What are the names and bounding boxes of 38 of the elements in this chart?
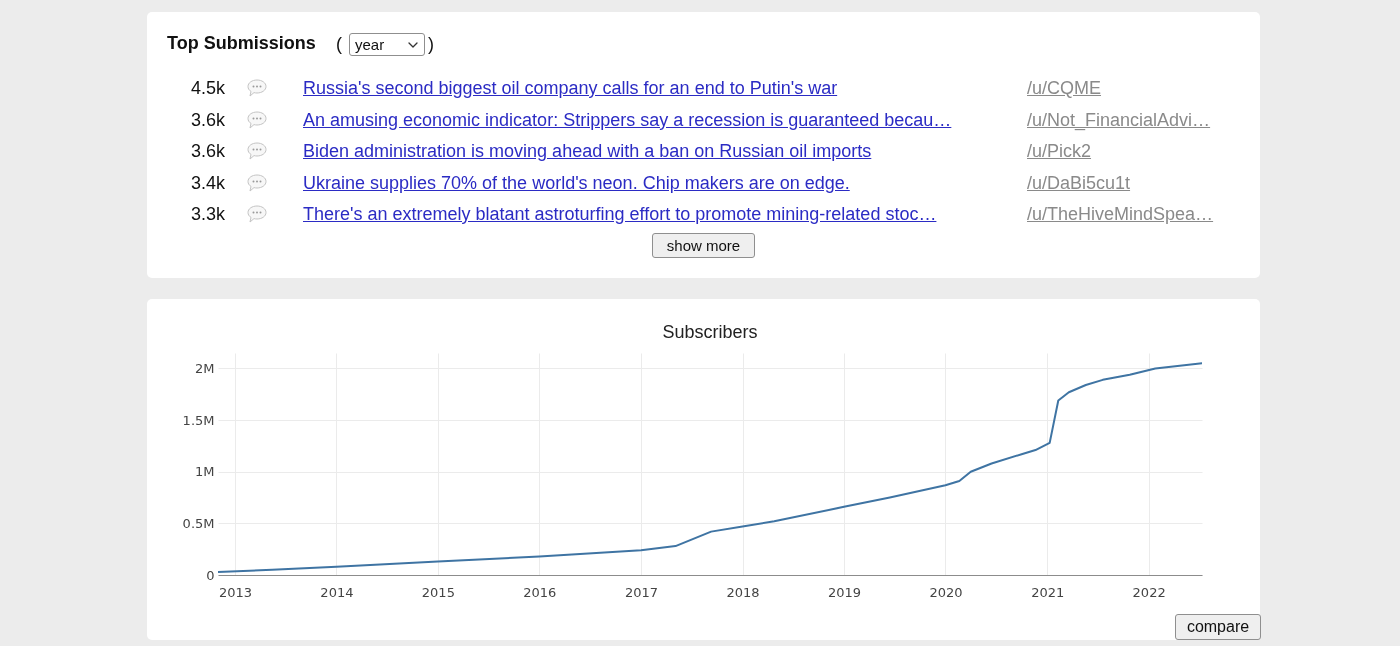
x-tick-label: 2013 — [218, 584, 252, 600]
x-tick-label: 2022 — [1132, 584, 1166, 600]
y-tick-label: 1M — [195, 464, 215, 480]
text: /u/Not_FinancialAdvi… — [1027, 108, 1211, 131]
text: /u/CQME — [1027, 77, 1102, 99]
text: Russia's second biggest oil company calls for an end to Putin's war — [303, 77, 838, 99]
x-tick-label: 2020 — [929, 584, 963, 600]
x-tick-label: 2016 — [523, 584, 557, 600]
text: There's an extremely blatant astroturfing effort to promote mining-related stoc… — [303, 203, 937, 225]
button[interactable]: compare — [1175, 614, 1261, 640]
x-tick-label: 2019 — [827, 584, 862, 600]
text: Biden administration is moving ahead with a ban on Russian oil imports — [303, 140, 872, 162]
text: Top Submissions — [167, 32, 316, 54]
text: 3.4k — [189, 171, 225, 194]
text: /u/TheHiveMindSpea… — [1027, 203, 1214, 225]
y-tick-label: 1.5M — [182, 412, 215, 428]
x-tick-label: 2014 — [320, 584, 354, 600]
text: 4.5k — [189, 77, 225, 99]
text: /u/DaBi5cu1t — [1027, 171, 1131, 194]
x-tick-label: 2017 — [625, 584, 659, 600]
y-tick-label: 2M — [195, 360, 215, 376]
y-tick-label: 0 — [206, 567, 215, 583]
y-tick-label: 0.5M — [182, 515, 215, 531]
chart-title: Subscribers — [662, 322, 758, 342]
text: ) — [428, 33, 434, 55]
text: Ukraine supplies 70% of the world's neon. Chip makers are on edge. — [303, 171, 850, 194]
text: ( — [336, 33, 342, 55]
text: An amusing economic indicator: Strippers say a recession is guaranteed becau… — [303, 108, 952, 131]
text: 3.6k — [189, 108, 225, 131]
text: 3.3k — [189, 203, 225, 225]
text: 3.6k — [189, 140, 225, 162]
text: /u/Pick2 — [1027, 140, 1092, 162]
button[interactable]: show more — [652, 233, 755, 258]
x-tick-label: 2018 — [726, 584, 760, 600]
x-tick-label: 2015 — [421, 584, 455, 600]
dropdown[interactable]: year — [349, 33, 425, 56]
line-series — [218, 362, 1202, 573]
x-tick-label: 2021 — [1031, 584, 1065, 600]
